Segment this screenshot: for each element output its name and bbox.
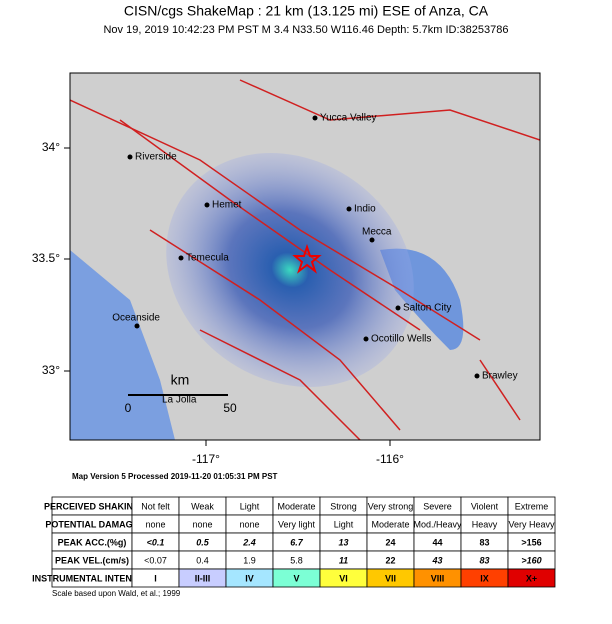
table-value: 13 bbox=[338, 537, 348, 547]
table-value: VI bbox=[339, 573, 348, 583]
table-value: IX bbox=[480, 573, 489, 583]
shaking-area bbox=[166, 153, 414, 387]
table-value: I bbox=[154, 573, 157, 583]
place-label: La Jolla bbox=[162, 395, 197, 406]
city-label: Temecula bbox=[186, 253, 229, 264]
table-value: Light bbox=[334, 519, 354, 529]
table-value: 0.4 bbox=[196, 555, 209, 565]
table-value: 83 bbox=[479, 537, 489, 547]
table-value: Very Heavy bbox=[508, 519, 555, 529]
table-value: Very strong bbox=[368, 501, 414, 511]
table-value: Mod./Heavy bbox=[413, 519, 462, 529]
city-dot bbox=[127, 154, 133, 160]
table-value: >160 bbox=[521, 555, 541, 565]
table-value: Weak bbox=[191, 501, 214, 511]
city-label: Brawley bbox=[482, 371, 518, 382]
city-dot bbox=[363, 336, 369, 342]
table-value: none bbox=[145, 519, 165, 529]
table-value: Not felt bbox=[141, 501, 170, 511]
row-header: PEAK ACC.(%g) bbox=[58, 537, 127, 547]
city-label: Oceanside bbox=[112, 313, 160, 324]
table-value: Very light bbox=[278, 519, 316, 529]
table-value: Extreme bbox=[515, 501, 549, 511]
row-header: POTENTIAL DAMAGE bbox=[45, 519, 138, 529]
table-value: 83 bbox=[479, 555, 489, 565]
city-label: Hemet bbox=[212, 200, 242, 211]
lat-label: 33° bbox=[42, 363, 60, 377]
city-label: Ocotillo Wells bbox=[371, 334, 431, 345]
city-dot bbox=[395, 305, 401, 311]
lon-label: -117° bbox=[192, 452, 220, 466]
table-cell bbox=[507, 568, 556, 588]
row-header: PEAK VEL.(cm/s) bbox=[55, 555, 129, 565]
map-frame bbox=[69, 72, 541, 441]
scale-start: 0 bbox=[125, 401, 132, 415]
lat-label: 33.5° bbox=[32, 251, 60, 265]
table-value: Severe bbox=[423, 501, 452, 511]
epicenter bbox=[292, 243, 322, 274]
city-dot bbox=[178, 255, 184, 261]
city-dot bbox=[369, 237, 375, 243]
ocean bbox=[70, 250, 175, 440]
city-label: Salton City bbox=[403, 303, 451, 314]
title: CISN/cgs ShakeMap : 21 km (13.125 mi) ES… bbox=[124, 3, 489, 19]
scale-end: 50 bbox=[223, 401, 237, 415]
city-label: Mecca bbox=[362, 227, 392, 238]
city-dot bbox=[346, 206, 352, 212]
table-value: VII bbox=[385, 573, 396, 583]
table-value: <0.07 bbox=[144, 555, 167, 565]
city-label: Riverside bbox=[135, 152, 177, 163]
table-value: Light bbox=[240, 501, 260, 511]
lon-label: -116° bbox=[376, 452, 404, 466]
table-value: 24 bbox=[385, 537, 395, 547]
table-value: V bbox=[293, 573, 299, 583]
city-label: Yucca Valley bbox=[320, 113, 377, 124]
table-value: Strong bbox=[330, 501, 357, 511]
city-dot bbox=[474, 373, 480, 379]
city-dot bbox=[134, 323, 140, 329]
city-label: Indio bbox=[354, 204, 376, 215]
map-area: La Jolla bbox=[70, 73, 540, 440]
table-value: 5.8 bbox=[290, 555, 303, 565]
table-value: >156 bbox=[521, 537, 541, 547]
footnote: Scale based upon Wald, et al.; 1999 bbox=[52, 589, 181, 598]
table-value: 22 bbox=[385, 555, 395, 565]
table-value: 43 bbox=[431, 555, 442, 565]
table-value: 6.7 bbox=[290, 537, 304, 547]
row-header: INSTRUMENTAL INTENSITY bbox=[32, 573, 152, 583]
table-value: none bbox=[192, 519, 212, 529]
lat-label: 34° bbox=[42, 140, 60, 154]
table-value: 44 bbox=[432, 537, 442, 547]
table-value: II-III bbox=[195, 573, 211, 583]
table-value: Moderate bbox=[371, 519, 409, 529]
table-value: 11 bbox=[339, 555, 348, 565]
table-value: 0.5 bbox=[196, 537, 210, 547]
table-value: Moderate bbox=[277, 501, 315, 511]
table-value: none bbox=[239, 519, 259, 529]
table-value: Violent bbox=[471, 501, 499, 511]
table-value: X+ bbox=[526, 573, 537, 583]
table-value: VIII bbox=[431, 573, 445, 583]
scale-unit: km bbox=[171, 372, 190, 388]
subtitle: Nov 19, 2019 10:42:23 PM PST M 3.4 N33.5… bbox=[103, 24, 508, 36]
table-value: <0.1 bbox=[147, 537, 165, 547]
city-dot bbox=[312, 115, 318, 121]
table-value: Heavy bbox=[472, 519, 498, 529]
row-header: PERCEIVED SHAKING bbox=[44, 501, 140, 511]
faults bbox=[70, 79, 540, 440]
map-version: Map Version 5 Processed 2019-11-20 01:05… bbox=[72, 472, 278, 481]
table-value: 2.4 bbox=[242, 537, 256, 547]
table-value: 1.9 bbox=[243, 555, 256, 565]
city-dot bbox=[204, 202, 210, 208]
table-value: IV bbox=[245, 573, 254, 583]
